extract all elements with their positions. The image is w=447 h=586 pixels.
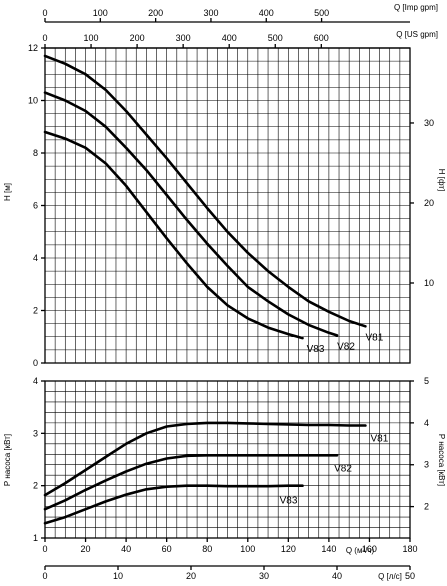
us-gpm-xtick-label: 200 <box>130 33 145 43</box>
m3h-xtick-label: 100 <box>240 544 255 554</box>
us-gpm-xtick-label: 300 <box>176 33 191 43</box>
head-curve-label-v83: V83 <box>307 344 325 355</box>
head-ytick-label: 8 <box>33 148 38 158</box>
head-ytick-label: 10 <box>28 96 38 106</box>
m3h-xtick-label: 160 <box>362 544 377 554</box>
power-curve-label-v81: V81 <box>370 433 388 444</box>
power-curve-v81 <box>43 421 367 497</box>
m3h-axis-label: Q (м³/ч) <box>346 546 375 555</box>
m3h-xtick-label: 120 <box>281 544 296 554</box>
imp-gpm-xtick-label: 400 <box>259 8 274 18</box>
m3h-xtick-label: 40 <box>121 544 131 554</box>
power-curve-label-v82: V82 <box>334 463 352 474</box>
bottom-axis-ls: 0 10 20 30 40 50 Q [л/с] <box>42 565 415 581</box>
power-ytick-label: 2 <box>33 481 38 491</box>
m3h-xtick-label: 140 <box>321 544 336 554</box>
top-axis-imp-gpm: 0 100 200 300 400 500 Q [Imp gpm] <box>42 3 438 23</box>
imp-gpm-xtick-label: 100 <box>93 8 108 18</box>
head-curve-v83 <box>43 130 304 340</box>
head-ytick-right-label: 30 <box>424 118 434 128</box>
head-ytick-right-label: 20 <box>424 198 434 208</box>
imp-gpm-xtick-label: 0 <box>42 8 47 18</box>
head-curve-v82 <box>43 91 339 337</box>
power-ytick-label: 3 <box>33 428 38 438</box>
us-gpm-xtick-label: 500 <box>268 33 283 43</box>
power-curve-v82 <box>43 453 339 511</box>
power-ylabel: P насоса [кВт] <box>3 434 12 486</box>
head-curve-label-v82: V82 <box>337 341 355 352</box>
head-panel: 0 2 4 6 8 10 12 10 20 30 H [м] H [фт] V81 V82 V83 <box>3 43 446 368</box>
us-gpm-xtick-label: 600 <box>314 33 329 43</box>
ls-xtick-label: 20 <box>186 571 196 581</box>
us-gpm-xtick-label: 400 <box>222 33 237 43</box>
power-curve-v83 <box>43 484 304 525</box>
head-ytick-right-label: 10 <box>424 278 434 288</box>
power-panel-frame <box>44 380 411 539</box>
m3h-xtick-label: 20 <box>81 544 91 554</box>
m3h-xtick-label: 60 <box>162 544 172 554</box>
top-axis-us-gpm: 0 100 200 300 400 500 600 Q [US gpm] <box>42 30 438 49</box>
head-ytick-label: 12 <box>28 43 38 53</box>
bottom-axis-m3h: 0 20 40 60 80 100 120 140 160 180 Q (м³/ч) <box>42 538 418 555</box>
m3h-xtick-label: 180 <box>402 544 417 554</box>
ls-xtick-label: 50 <box>405 571 415 581</box>
us-gpm-xtick-label: 100 <box>84 33 99 43</box>
ls-xtick-label: 30 <box>259 571 269 581</box>
ls-xtick-label: 10 <box>113 571 123 581</box>
ls-xtick-label: 0 <box>42 571 47 581</box>
power-ylabel-right: P насоса [кВт] <box>437 434 446 486</box>
head-ytick-label: 2 <box>33 306 38 316</box>
imp-gpm-label: Q [Imp gpm] <box>394 3 438 12</box>
power-ytick-right-label: 2 <box>424 502 429 512</box>
power-curve-label-v83: V83 <box>280 496 298 507</box>
imp-gpm-xtick-label: 300 <box>203 8 218 18</box>
us-gpm-xtick-label: 0 <box>42 33 47 43</box>
power-ytick-right-label: 5 <box>424 376 429 386</box>
ls-axis-label: Q [л/с] <box>378 572 402 581</box>
head-ytick-label: 0 <box>33 358 38 368</box>
ls-xtick-label: 40 <box>332 571 342 581</box>
head-curve-label-v81: V81 <box>365 332 383 343</box>
power-ytick-right-label: 4 <box>424 418 429 428</box>
m3h-xtick-label: 80 <box>202 544 212 554</box>
head-curve-v81 <box>43 54 367 328</box>
power-ytick-label: 4 <box>33 376 38 386</box>
imp-gpm-xtick-label: 500 <box>314 8 329 18</box>
power-ytick-right-label: 3 <box>424 460 429 470</box>
head-ytick-label: 6 <box>33 201 38 211</box>
us-gpm-label: Q [US gpm] <box>396 30 438 39</box>
imp-gpm-xtick-label: 200 <box>148 8 163 18</box>
head-ylabel-right: H [фт] <box>437 169 446 192</box>
power-ytick-label: 1 <box>33 533 38 543</box>
head-ylabel: H [м] <box>3 183 12 201</box>
m3h-xtick-label: 0 <box>42 544 47 554</box>
head-ytick-label: 4 <box>33 253 38 263</box>
